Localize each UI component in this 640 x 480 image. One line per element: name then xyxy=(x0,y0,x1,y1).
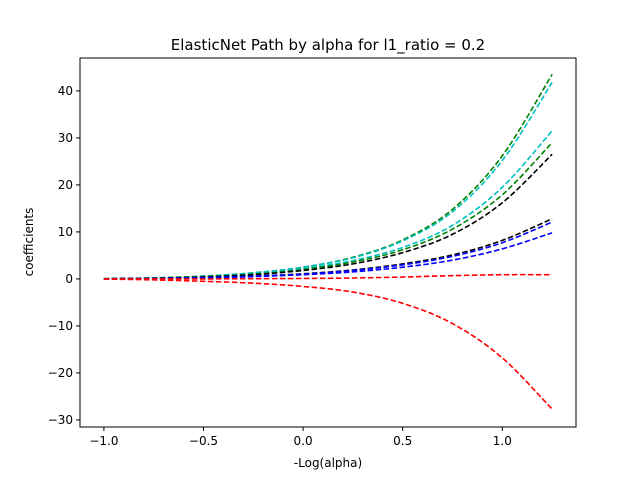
series-line-3 xyxy=(103,130,553,280)
y-tick-label: 0 xyxy=(65,272,73,286)
y-tick-label: −20 xyxy=(48,366,73,380)
y-tick-label: 30 xyxy=(58,131,73,145)
x-tick-label: −0.5 xyxy=(189,434,218,448)
chart-title: ElasticNet Path by alpha for l1_ratio = … xyxy=(171,36,485,55)
x-tick-label: 1.0 xyxy=(493,434,512,448)
series-line-5 xyxy=(103,153,553,280)
x-tick-label: −1.0 xyxy=(89,434,118,448)
x-axis-label: -Log(alpha) xyxy=(294,456,362,470)
x-tick-label: 0.0 xyxy=(294,434,313,448)
series-line-2 xyxy=(103,82,553,280)
series-line-6 xyxy=(103,218,553,280)
y-tick-label: 10 xyxy=(58,225,73,239)
x-axis: −1.0 −0.5 0.0 0.5 1.0 xyxy=(89,427,512,448)
series-line-4 xyxy=(103,142,553,280)
y-tick-label: −10 xyxy=(48,319,73,333)
y-tick-label: 40 xyxy=(58,84,73,98)
series-layer xyxy=(103,74,553,410)
y-axis: −30 −20 −10 0 10 20 30 40 xyxy=(48,84,80,427)
x-tick-label: 0.5 xyxy=(393,434,412,448)
y-axis-label: coefficients xyxy=(22,208,36,277)
series-line-1 xyxy=(103,74,553,280)
plot-frame xyxy=(79,57,577,428)
series-line-7 xyxy=(103,221,553,280)
series-line-10 xyxy=(103,278,553,410)
y-tick-label: 20 xyxy=(58,178,73,192)
series-line-9 xyxy=(103,273,553,280)
y-tick-label: −30 xyxy=(48,413,73,427)
